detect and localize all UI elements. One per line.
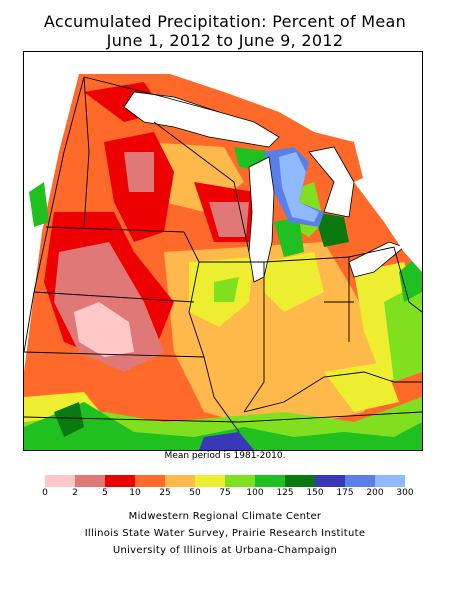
legend-labels: 0 2 5 10 25 50 75 100 125 150 175 200 300 — [0, 488, 450, 502]
legend-label-10: 175 — [336, 488, 354, 498]
legend-label-9: 150 — [306, 488, 324, 498]
legend-swatch-0 — [45, 475, 75, 487]
legend-swatch-8 — [285, 475, 315, 487]
legend-label-5: 50 — [189, 488, 201, 498]
credit-line-2: Illinois State Water Survey, Prairie Res… — [84, 528, 366, 539]
map-date-range: June 1, 2012 to June 9, 2012 — [106, 31, 344, 50]
legend-swatch-6 — [225, 475, 255, 487]
legend-label-12: 300 — [396, 488, 414, 498]
zone-darkgreen-mi — [314, 212, 349, 247]
legend-swatch-1 — [75, 475, 105, 487]
legend-label-3: 10 — [129, 488, 141, 498]
zone-green-mi — [274, 217, 304, 257]
legend-label-8: 125 — [276, 488, 294, 498]
legend-swatch-4 — [165, 475, 195, 487]
zone-lightgreen-east — [384, 282, 422, 382]
legend-swatch-5 — [195, 475, 225, 487]
legend-swatch-11 — [375, 475, 405, 487]
zone-lightblue-mi — [279, 152, 319, 222]
legend-swatch-3 — [135, 475, 165, 487]
color-legend — [45, 475, 405, 487]
legend-label-11: 200 — [366, 488, 384, 498]
legend-swatch-10 — [345, 475, 375, 487]
zone-pinkred-mn — [124, 152, 154, 192]
canada-east — [354, 152, 422, 272]
legend-label-6: 75 — [219, 488, 231, 498]
zone-yellow-in — [264, 252, 324, 312]
zone-darkgreen-southwest — [54, 402, 84, 437]
lake-huron — [308, 146, 355, 218]
legend-label-7: 100 — [246, 488, 264, 498]
credit-line-1: Midwestern Regional Climate Center — [128, 511, 322, 522]
state-borders — [24, 76, 422, 433]
legend-swatch-2 — [105, 475, 135, 487]
zone-pinkred-wi — [209, 202, 249, 237]
zone-yellow-orange-east — [254, 282, 354, 352]
zone-lightpink-ne — [74, 302, 134, 357]
legend-label-1: 2 — [72, 488, 78, 498]
legend-swatch-9 — [315, 475, 345, 487]
precipitation-map — [23, 51, 423, 451]
legend-swatch-7 — [255, 475, 285, 487]
legend-label-4: 25 — [159, 488, 171, 498]
zone-green-south — [24, 402, 422, 450]
map-title: Accumulated Precipitation: Percent of Me… — [43, 12, 407, 31]
legend-label-2: 5 — [102, 488, 108, 498]
canada-area — [84, 52, 422, 262]
zone-green-west — [29, 182, 49, 227]
lake-erie — [348, 241, 405, 278]
zone-blue-south — [199, 432, 254, 450]
zone-lightgreen-mid — [214, 277, 239, 302]
legend-label-0: 0 — [42, 488, 48, 498]
mean-period-note: Mean period is 1981-2010. — [164, 451, 286, 461]
credit-line-3: University of Illinois at Urbana-Champai… — [112, 545, 338, 556]
